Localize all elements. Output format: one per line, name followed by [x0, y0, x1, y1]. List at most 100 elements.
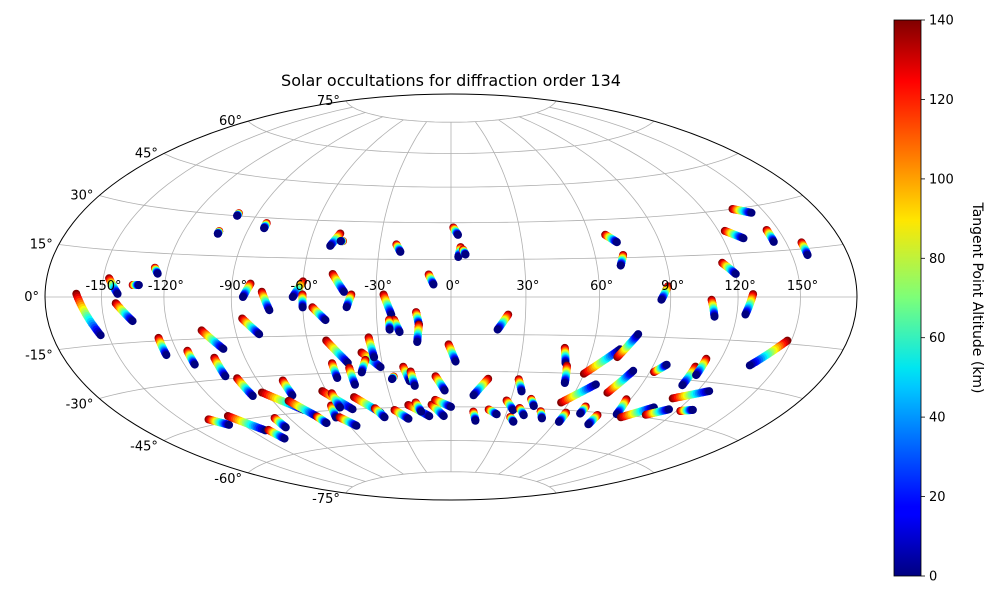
lat-tick-label: -60° — [214, 472, 242, 487]
occultation-track — [364, 333, 379, 362]
occultation-track — [278, 376, 297, 400]
occultation-track — [238, 279, 255, 301]
tangent-point — [747, 208, 756, 217]
tangent-point — [380, 413, 389, 422]
occultation-track — [449, 223, 462, 239]
lon-tick-label: 60° — [590, 279, 613, 294]
tangent-point — [665, 405, 673, 414]
tangent-point — [288, 293, 297, 301]
tangent-point — [629, 366, 638, 375]
occultation-track — [515, 404, 528, 420]
tangent-point — [225, 420, 234, 429]
tangent-point — [439, 412, 448, 421]
occultation-track — [601, 230, 621, 247]
tangent-point — [529, 402, 538, 411]
occultation-track — [154, 333, 171, 360]
lat-tick-label: -75° — [312, 492, 340, 507]
occultation-track — [111, 299, 137, 326]
occultation-tracks — [72, 205, 812, 443]
occultation-track — [233, 374, 257, 400]
tangent-point — [219, 344, 228, 353]
tangent-point — [560, 379, 569, 387]
occultation-track — [328, 270, 348, 296]
lat-tick-label: 75° — [317, 94, 340, 109]
lon-tick-label: -150° — [85, 279, 121, 294]
tangent-point — [662, 360, 671, 369]
lon-tick-label: -30° — [364, 279, 392, 294]
occultation-track — [506, 413, 518, 426]
colorbar-tick-label: 100 — [929, 172, 954, 187]
tangent-point — [678, 381, 687, 390]
tangent-point — [404, 414, 413, 423]
tangent-point — [388, 375, 396, 384]
occultation-track — [557, 380, 600, 407]
occultation-track — [150, 263, 162, 278]
lat-tick-label: -30° — [66, 398, 94, 413]
occultation-track — [260, 219, 271, 233]
tangent-point — [298, 303, 307, 312]
chart-title: Solar occultations for diffraction order… — [281, 71, 621, 90]
tangent-point — [333, 374, 342, 382]
occultation-track — [741, 290, 758, 319]
lon-tick-label: 90° — [661, 279, 684, 294]
occultation-track — [444, 340, 460, 366]
colorbar-tick-label: 80 — [929, 252, 946, 267]
tangent-point — [769, 237, 778, 246]
tangent-point — [340, 287, 348, 296]
occultation-track — [536, 407, 546, 423]
tangent-point — [113, 289, 122, 298]
tangent-point — [260, 224, 269, 233]
occultation-track — [298, 290, 307, 312]
parallel-line — [247, 440, 655, 474]
occultation-track — [197, 326, 228, 353]
occultation-track — [579, 345, 624, 378]
occultation-track — [459, 245, 470, 259]
occultation-track — [385, 315, 394, 334]
tangent-point — [425, 412, 434, 421]
occultation-track — [357, 355, 370, 377]
tangent-point — [440, 386, 449, 395]
occultation-track — [308, 303, 330, 325]
occultation-track — [238, 314, 264, 339]
lon-tick-label: 0° — [446, 279, 461, 294]
colorbar-tick-label: 120 — [929, 93, 954, 108]
tangent-point — [634, 330, 643, 339]
tangent-point — [190, 360, 199, 369]
tangent-point — [221, 372, 230, 381]
lat-tick-label: -15° — [25, 349, 53, 364]
parallel-line — [99, 370, 803, 399]
tangent-point — [710, 312, 719, 321]
tangent-point — [447, 402, 455, 411]
occultation-track — [233, 209, 243, 220]
lon-tick-label: -60° — [291, 279, 319, 294]
tangent-point — [153, 269, 162, 278]
tangent-point — [162, 351, 171, 360]
occultation-track — [527, 394, 538, 411]
tangent-point — [803, 251, 812, 260]
colorbar-tick-label: 20 — [929, 490, 946, 505]
lon-tick-label: -120° — [148, 279, 184, 294]
tangent-point — [370, 353, 379, 362]
tangent-point — [395, 328, 404, 337]
colorbar-tick-label: 40 — [929, 411, 946, 426]
tangent-point — [326, 241, 335, 250]
lat-tick-label: 45° — [135, 147, 158, 162]
tangent-point — [493, 325, 502, 334]
tangent-point — [591, 380, 600, 389]
lon-tick-label: 120° — [724, 279, 755, 294]
occultation-track — [692, 354, 711, 380]
colorbar-ticks: 0 20 40 60 80 100 120 140 — [921, 14, 954, 585]
occultation-track — [502, 396, 518, 415]
occultation-track — [612, 395, 631, 419]
lon-tick-label: 30° — [516, 279, 539, 294]
tangent-point — [417, 407, 426, 416]
tangent-point — [576, 409, 585, 418]
tangent-point — [705, 387, 714, 396]
occultation-track — [613, 330, 643, 362]
tangent-point — [322, 419, 331, 428]
occultation-track — [210, 353, 230, 381]
occultation-track — [105, 274, 122, 298]
occultation-track — [469, 374, 493, 400]
colorbar — [893, 19, 922, 577]
